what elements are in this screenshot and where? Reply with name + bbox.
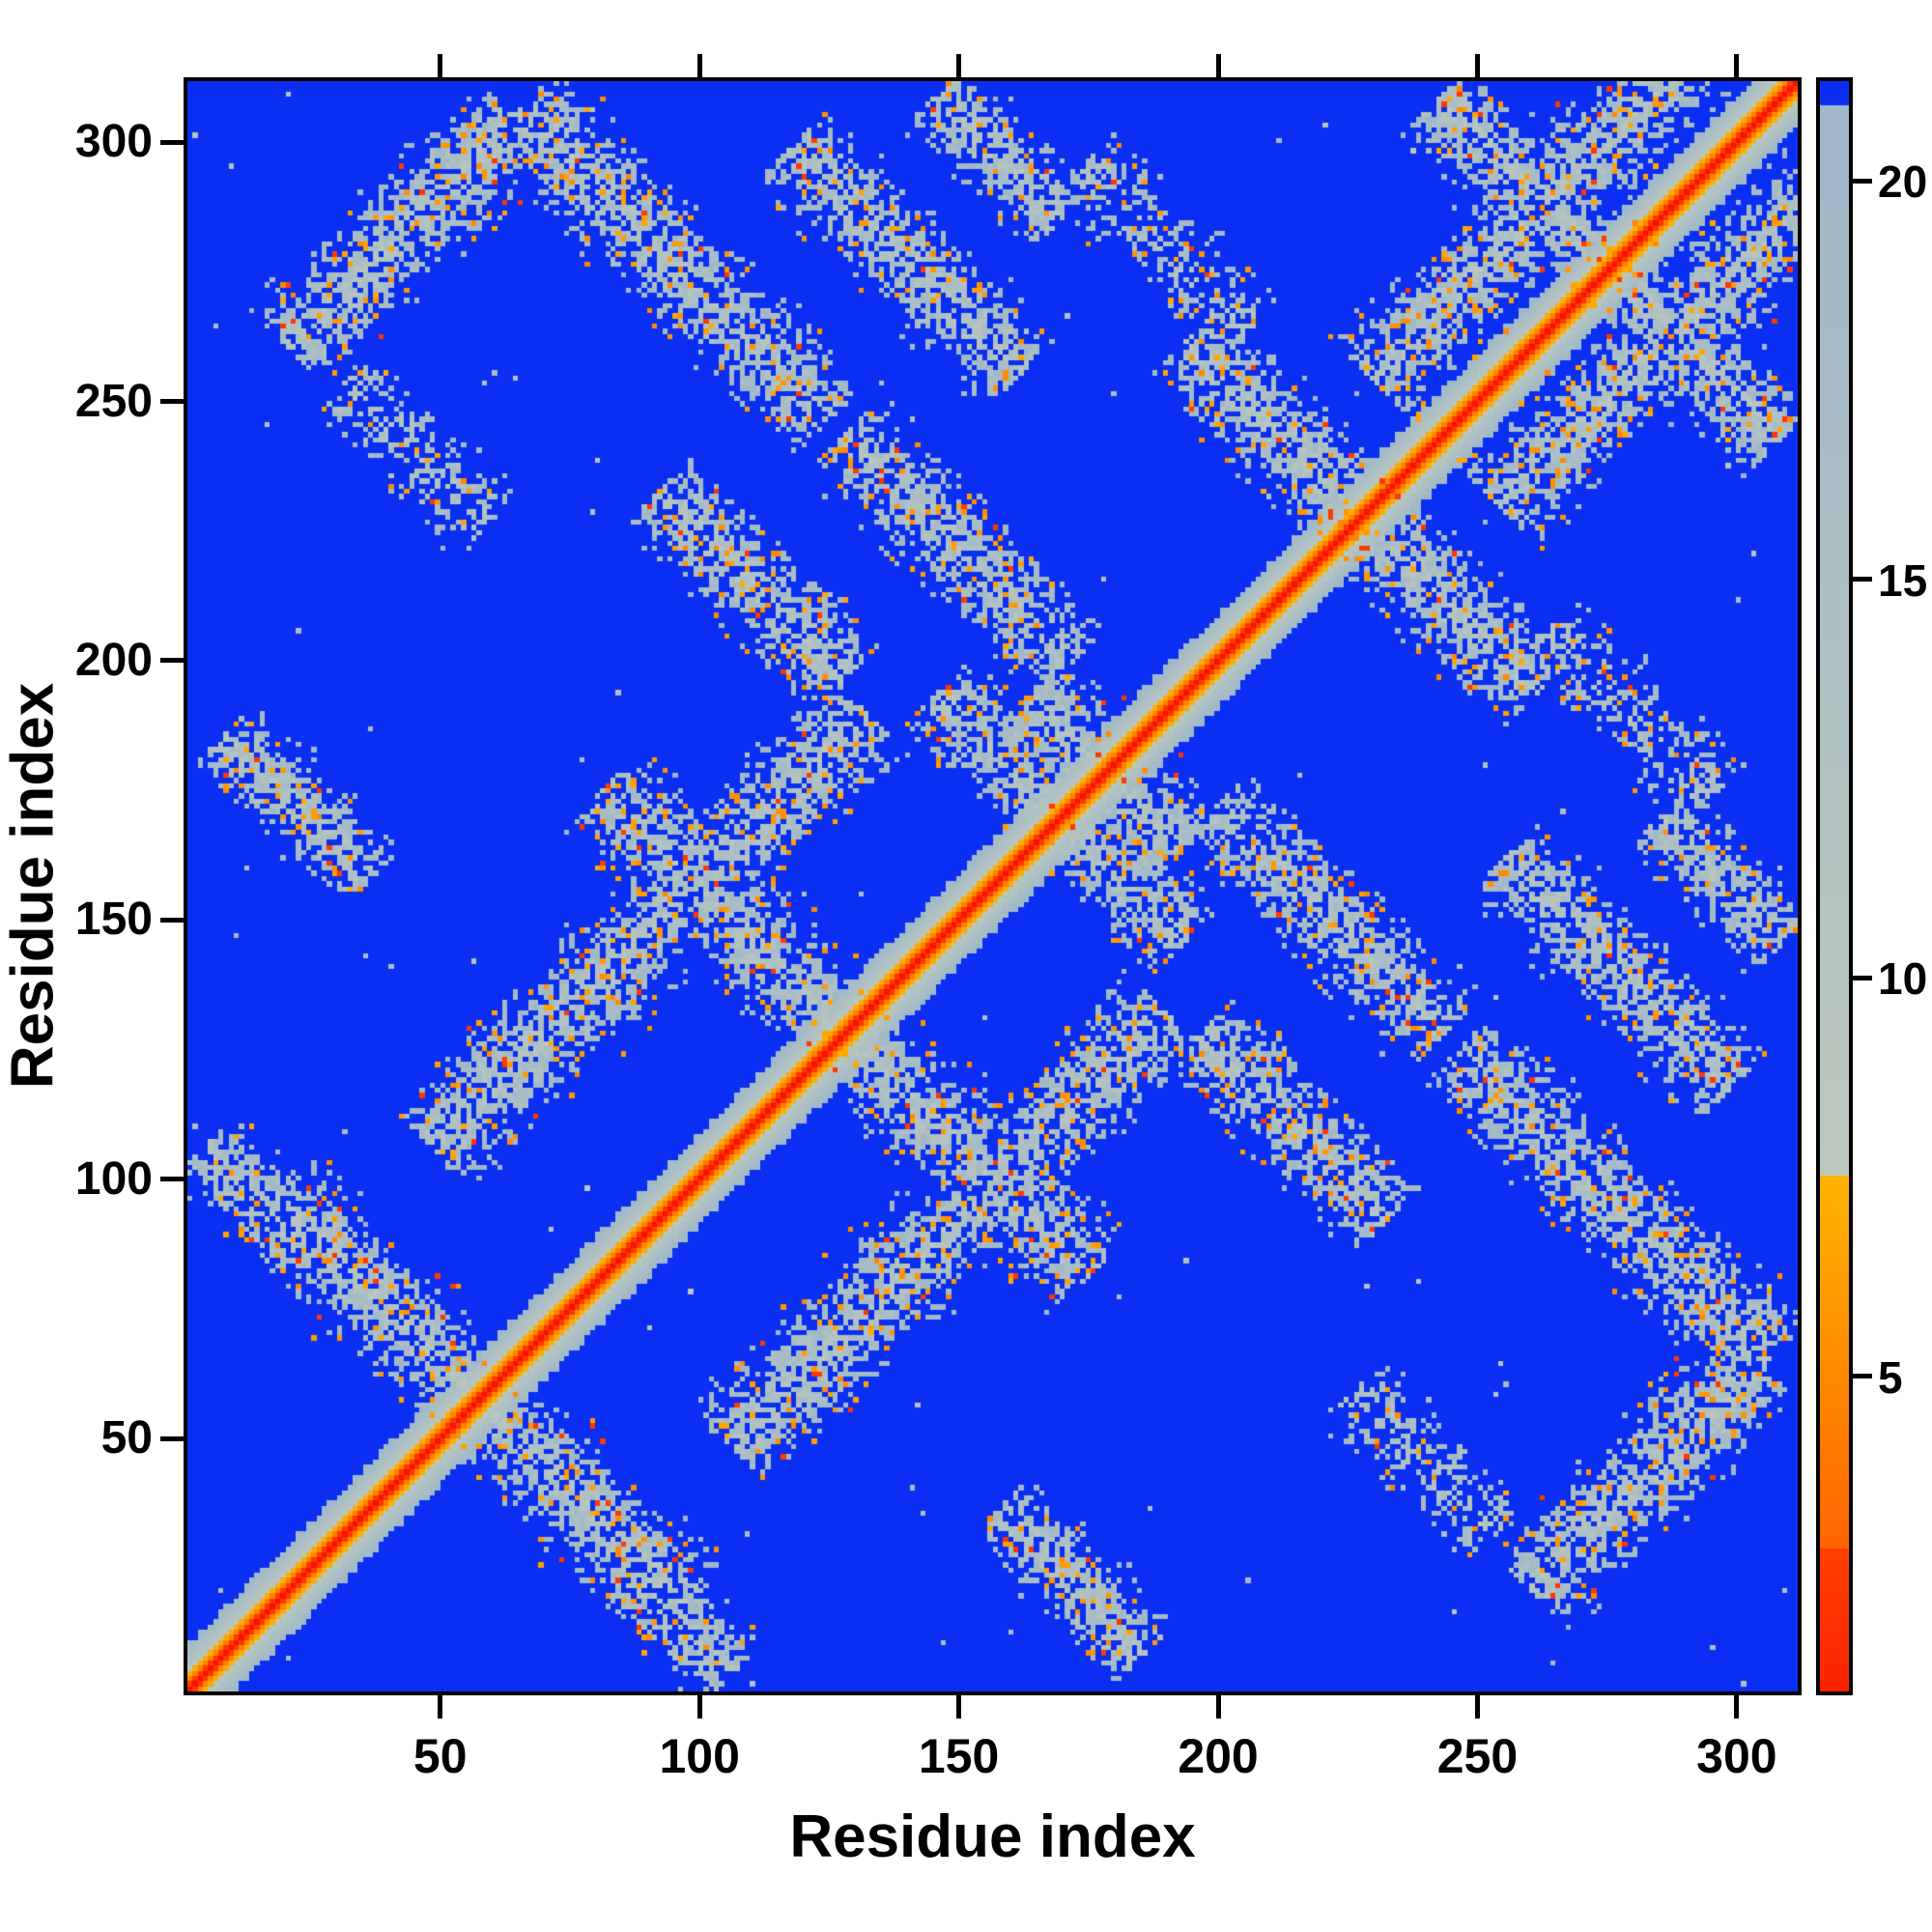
- x-tick-label: 250: [1436, 1729, 1519, 1783]
- y-axis-tick: [160, 1435, 184, 1441]
- x-axis-top-tick: [438, 54, 443, 77]
- x-axis-tick: [956, 1695, 962, 1719]
- heatmap-canvas: [187, 81, 1798, 1691]
- y-tick-label: 50: [100, 1412, 153, 1464]
- y-tick-label: 100: [74, 1152, 153, 1205]
- y-axis-tick: [160, 139, 184, 145]
- colorbar-tick: [1853, 1374, 1872, 1379]
- x-axis-tick: [438, 1695, 443, 1719]
- y-axis-tick: [160, 1177, 184, 1182]
- y-axis-tick: [160, 917, 184, 923]
- x-tick-label: 50: [412, 1729, 468, 1783]
- colorbar-tick-label: 15: [1878, 554, 1928, 606]
- colorbar-tick-label: 5: [1878, 1351, 1903, 1403]
- x-axis-tick: [1474, 1695, 1480, 1719]
- x-axis-label: Residue index: [789, 1804, 1196, 1870]
- x-axis-top-tick: [696, 54, 702, 77]
- y-axis-label: Residue index: [0, 682, 67, 1090]
- x-tick-label: 150: [918, 1729, 1000, 1783]
- x-axis-tick: [1734, 1695, 1740, 1719]
- colorbar-tick-label: 10: [1878, 953, 1928, 1005]
- y-tick-label: 150: [74, 894, 153, 946]
- x-tick-label: 100: [659, 1729, 740, 1783]
- x-axis-tick: [1215, 1695, 1221, 1719]
- colorbar-tick: [1853, 178, 1872, 184]
- colorbar-tick-label: 20: [1878, 156, 1928, 208]
- colorbar-tick: [1853, 975, 1872, 980]
- x-axis-top-tick: [956, 54, 962, 77]
- y-tick-label: 300: [74, 116, 153, 168]
- y-axis-tick: [160, 658, 184, 664]
- x-axis-tick: [696, 1695, 702, 1719]
- colorbar-canvas: [1820, 81, 1849, 1691]
- x-tick-label: 300: [1696, 1729, 1777, 1783]
- x-axis-top-tick: [1734, 54, 1740, 77]
- colorbar-tick: [1853, 577, 1872, 582]
- y-tick-label: 200: [74, 634, 153, 686]
- y-tick-label: 250: [74, 375, 153, 427]
- x-tick-label: 200: [1178, 1729, 1259, 1783]
- y-axis-tick: [160, 399, 184, 405]
- x-axis-top-tick: [1474, 54, 1480, 77]
- x-axis-top-tick: [1215, 54, 1221, 77]
